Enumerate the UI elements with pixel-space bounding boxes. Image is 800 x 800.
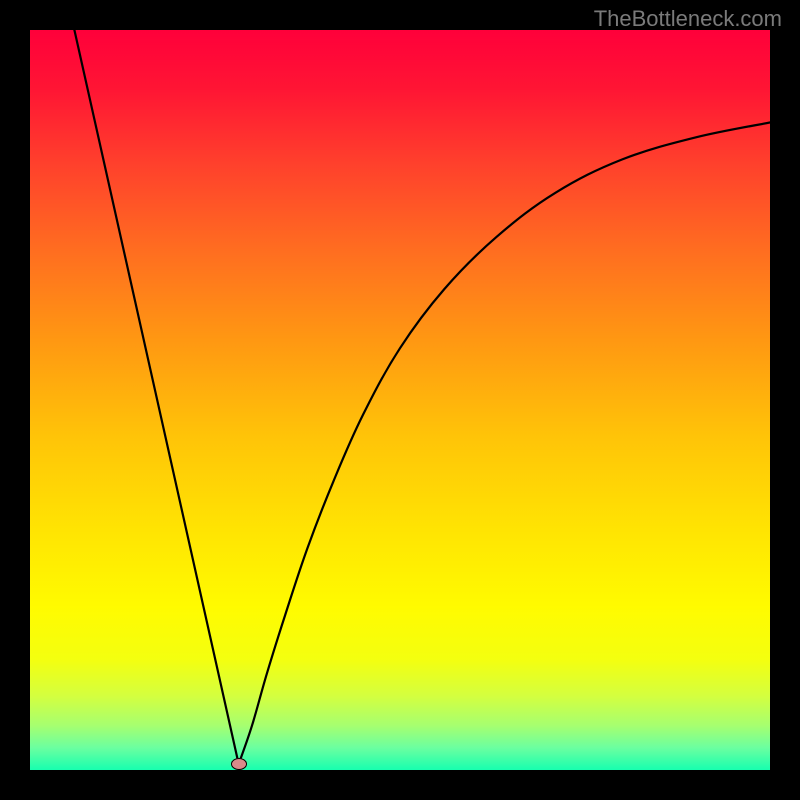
curve-svg: [30, 30, 770, 770]
plot-area: [30, 30, 770, 770]
chart-container: TheBottleneck.com: [0, 0, 800, 800]
bottleneck-curve: [74, 30, 770, 764]
watermark-text: TheBottleneck.com: [594, 6, 782, 32]
minimum-marker: [231, 758, 247, 770]
